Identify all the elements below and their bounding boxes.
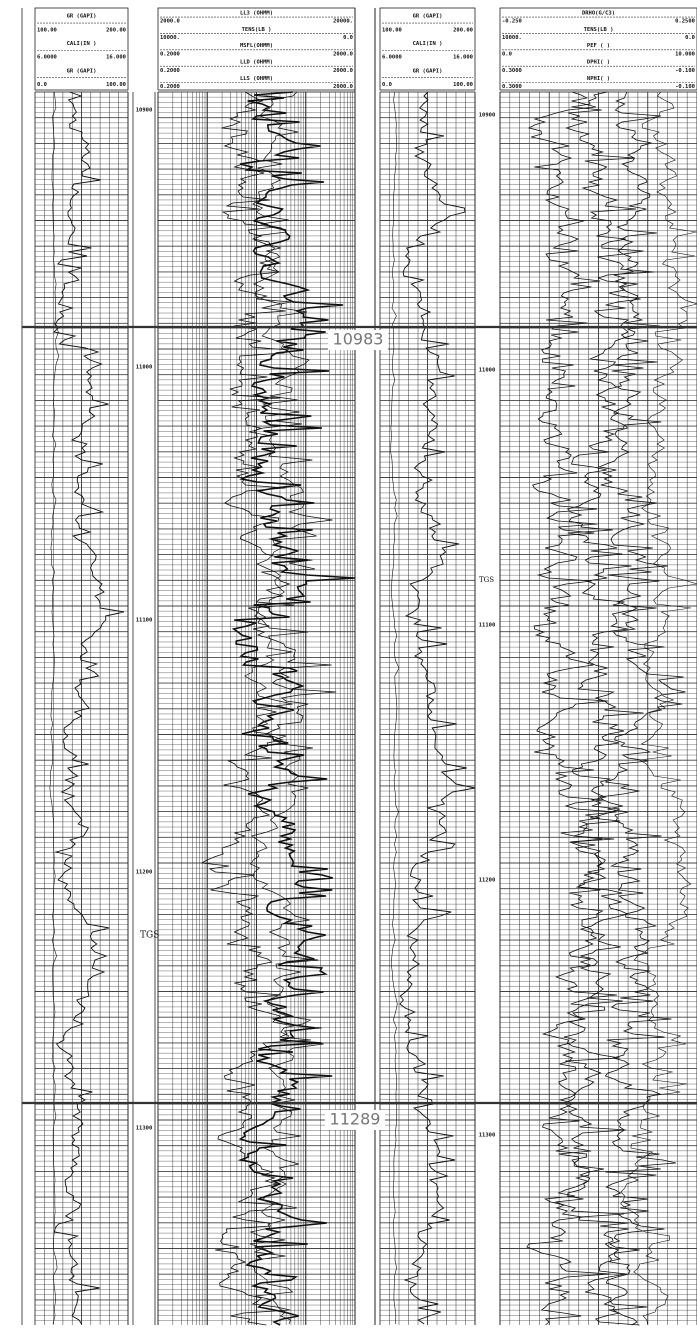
header-cell <box>34 7 129 91</box>
depth-label: 11100 <box>136 618 153 624</box>
scale-left: 10000. <box>502 35 522 41</box>
curve-name: NPHI( ) <box>587 76 610 82</box>
curve-name: GR (GAPI) <box>413 14 443 20</box>
scale-right: 0.2500 <box>675 19 695 25</box>
marker-box <box>325 1110 385 1130</box>
log-curve <box>620 91 697 1325</box>
curve-name: LL3 (OHMM) <box>240 10 273 16</box>
marker-box <box>328 330 388 350</box>
curve-name: GR (GAPI) <box>67 14 97 20</box>
scale-right: 0.0 <box>343 35 353 41</box>
curve-name: GR (GAPI) <box>67 68 97 74</box>
scale-left: 6.0000 <box>37 55 57 61</box>
curve-name: PEF ( ) <box>587 43 610 49</box>
log-curve <box>588 91 686 1326</box>
scale-left: 0.0 <box>382 82 392 88</box>
scale-left: 0.2000 <box>160 51 180 57</box>
scale-left: 2000.0 <box>160 19 180 25</box>
curve-name: TENS(LB ) <box>242 27 272 33</box>
curve-name: LLD (OHMM) <box>240 60 273 66</box>
scale-left: 0.2000 <box>160 84 180 90</box>
annotation: TGS <box>479 576 494 584</box>
scale-right: 2000.0 <box>333 51 353 57</box>
header-cell <box>157 7 356 91</box>
log-curve <box>541 91 658 1326</box>
curve-name: DPHI( ) <box>587 60 610 66</box>
header-cell <box>379 7 476 91</box>
scale-left: 100.00 <box>37 27 57 33</box>
scale-right: 20000. <box>333 19 353 25</box>
scale-left: 0.3000 <box>502 68 522 74</box>
scale-left: 10000. <box>160 35 180 41</box>
scale-right: 100.00 <box>453 82 473 88</box>
curve-name: CALI(IN ) <box>413 41 443 47</box>
scale-left: 0.0 <box>37 82 47 88</box>
depth-label: 10900 <box>136 108 153 114</box>
depth-label: 11000 <box>136 365 153 371</box>
scale-right: 100.00 <box>106 82 126 88</box>
grid <box>21 8 697 1325</box>
log-curve <box>231 91 356 1326</box>
depth-label: 11200 <box>136 870 153 876</box>
scale-left: 100.00 <box>382 27 402 33</box>
curve-name: MSFL(OHMM) <box>240 43 273 49</box>
marker-label: 10983 <box>333 330 384 349</box>
curve-name: DRHO(G/C3) <box>582 10 615 16</box>
header-cell <box>499 7 697 91</box>
depth-label: 11300 <box>136 1126 153 1132</box>
scale-right: 16.000 <box>453 55 473 61</box>
scale-right: 200.00 <box>453 27 473 33</box>
scale-left: -0.250 <box>502 19 522 25</box>
scale-right: 200.00 <box>106 27 126 33</box>
depth-label: 11300 <box>479 1133 496 1139</box>
log-curve <box>200 91 337 1326</box>
log-curve <box>49 91 60 1325</box>
log-curve <box>390 91 400 1325</box>
curve-name: LLS (OHMM) <box>240 76 273 82</box>
annotation: TGS <box>140 931 159 941</box>
scale-right: -0.100 <box>675 84 695 90</box>
depth-label: 11200 <box>479 878 496 884</box>
scale-right: -0.100 <box>675 68 695 74</box>
curve-name: CALI(IN ) <box>67 41 97 47</box>
log-curve <box>399 91 476 1325</box>
curve-name: TENS(LB ) <box>584 27 614 33</box>
log-curve <box>52 91 124 1325</box>
scale-right: 2000.0 <box>333 68 353 74</box>
scale-right: 16.000 <box>106 55 126 61</box>
log-curve <box>244 91 333 1325</box>
scale-left: 6.0000 <box>382 55 402 61</box>
log-curve <box>526 91 623 1326</box>
depth-label: 10900 <box>479 113 496 119</box>
depth-label: 11100 <box>479 623 496 629</box>
depth-label: 11000 <box>479 368 496 374</box>
scale-right: 0.0 <box>685 35 695 41</box>
scale-left: 0.0 <box>502 51 512 57</box>
scale-right: 10.000 <box>675 51 695 57</box>
scale-right: 2000.0 <box>333 84 353 90</box>
scale-left: 0.2000 <box>160 68 180 74</box>
marker-label: 11289 <box>330 1110 381 1129</box>
scale-left: 0.3000 <box>502 84 522 90</box>
curve-name: GR (GAPI) <box>413 68 443 74</box>
